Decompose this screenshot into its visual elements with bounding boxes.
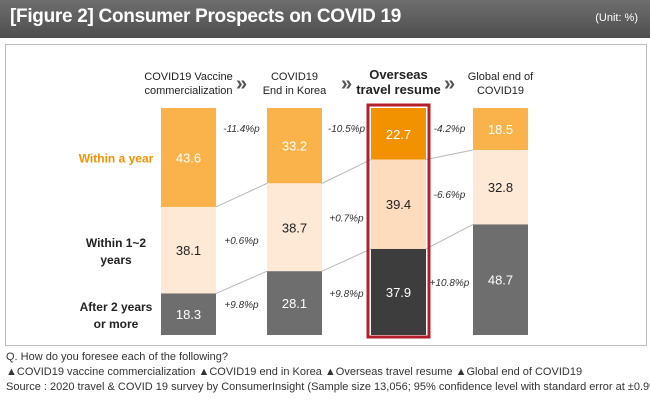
bar-value-label: 43.6 xyxy=(176,150,201,165)
change-annotation: +9.8%p xyxy=(329,289,364,300)
bar-value-label: 38.1 xyxy=(176,243,201,258)
bar-segment xyxy=(371,248,426,335)
chart-panel: COVID19 Vaccine commercialization» COVID19… xyxy=(5,44,647,346)
bar-value-label: 48.7 xyxy=(488,273,513,288)
bar-value-label: 37.9 xyxy=(386,285,411,300)
bar-segment xyxy=(371,108,426,160)
category-label: Global end of COVID19 xyxy=(468,71,534,97)
bar-segment xyxy=(161,108,216,207)
question-text: Q. How do you foresee each of the follow… xyxy=(6,351,228,363)
source-text: Source : 2020 travel & COVID 19 survey b… xyxy=(6,381,650,393)
figure-header: [Figure 2] Consumer Prospects on COVID 1… xyxy=(0,0,650,38)
bar-value-label: 18.5 xyxy=(488,122,513,137)
bar-segment xyxy=(161,206,216,294)
bar-segment xyxy=(473,108,528,150)
bar-segment xyxy=(267,271,322,335)
category-label: COVID19 End in Korea xyxy=(263,71,327,97)
bar-segment xyxy=(473,149,528,225)
unit-label: (Unit: %) xyxy=(595,12,638,24)
bar-segment xyxy=(161,293,216,335)
bar-value-label: 32.8 xyxy=(488,180,513,195)
change-annotation: +9.8%p xyxy=(224,300,259,311)
bar-value-label: 28.1 xyxy=(282,296,307,311)
category-label: COVID19 Vaccine commercialization xyxy=(144,71,232,97)
highlight-border xyxy=(366,103,431,339)
connector-line xyxy=(425,149,474,161)
category-label: Overseas travel resume xyxy=(356,67,441,97)
notes: Q. How do you foresee each of the follow… xyxy=(6,350,650,395)
change-annotation: -4.2%p xyxy=(434,124,466,135)
change-annotation: -10.5%p xyxy=(328,124,366,135)
arrow-icon: » xyxy=(341,73,352,95)
change-annotation: +10.8%p xyxy=(430,278,470,289)
change-annotation: +0.6%p xyxy=(224,236,259,247)
figure-title: [Figure 2] Consumer Prospects on COVID 1… xyxy=(10,6,402,27)
bar-value-label: 18.3 xyxy=(176,307,201,322)
arrow-icon: » xyxy=(444,73,455,95)
change-annotation: -6.6%p xyxy=(434,190,466,201)
change-annotation: -11.4%p xyxy=(223,124,260,135)
connector-line xyxy=(215,182,268,208)
legend-label: Within a year xyxy=(79,151,154,165)
bar-segment xyxy=(473,224,528,335)
bar-segment xyxy=(267,108,322,184)
bar-value-label: 22.7 xyxy=(386,127,411,142)
items-text: ▲COVID19 vaccine commercialization ▲COVI… xyxy=(6,366,583,378)
stacked-bar-chart: COVID19 Vaccine commercialization» COVID19… xyxy=(79,67,534,339)
arrow-icon: » xyxy=(236,73,247,95)
connector-line xyxy=(215,270,268,294)
connector-line xyxy=(321,248,372,272)
bar-segment xyxy=(267,183,322,272)
bar-value-label: 39.4 xyxy=(386,197,411,212)
legend-label: After 2 years or more xyxy=(80,300,153,331)
connector-line xyxy=(425,224,474,250)
legend-label: Within 1~2 years xyxy=(86,236,147,267)
connector-line xyxy=(321,159,372,184)
bar-segment xyxy=(371,159,426,249)
bar-value-label: 33.2 xyxy=(282,139,307,154)
change-annotation: +0.7%p xyxy=(329,213,364,224)
bar-value-label: 38.7 xyxy=(282,220,307,235)
